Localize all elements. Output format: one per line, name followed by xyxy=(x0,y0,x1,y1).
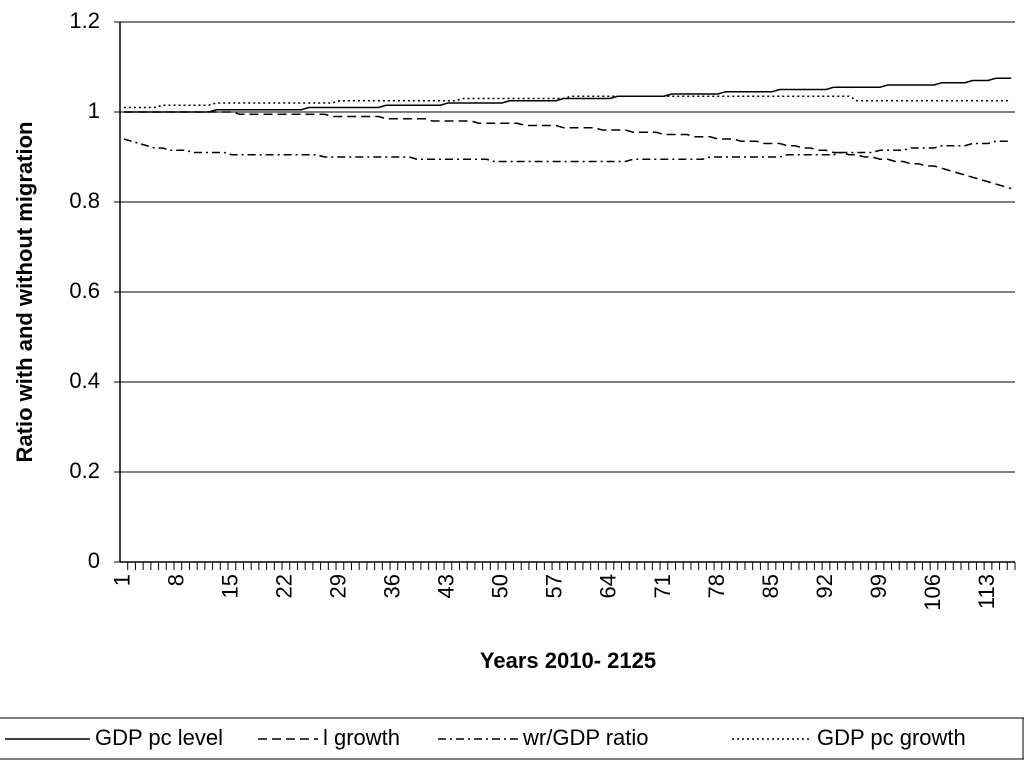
legend-label: l growth xyxy=(323,725,400,750)
x-tick-label: 113 xyxy=(974,574,999,609)
y-tick-label: 0.6 xyxy=(69,278,100,303)
x-tick-label: 85 xyxy=(758,574,783,598)
x-tick-label: 106 xyxy=(920,574,945,611)
x-tick-label: 22 xyxy=(272,574,297,598)
series-line xyxy=(123,111,1012,190)
x-axis-title: Years 2010- 2125 xyxy=(480,648,656,673)
x-tick-label: 57 xyxy=(542,574,567,598)
y-tick-label: 1 xyxy=(88,98,100,123)
series-line xyxy=(123,77,1012,113)
y-tick-label: 0.4 xyxy=(69,368,100,393)
y-tick-label: 0.8 xyxy=(69,188,100,213)
y-tick-label: 0 xyxy=(88,548,100,573)
x-tick-label: 36 xyxy=(380,574,405,598)
x-tick-label: 78 xyxy=(704,574,729,598)
y-tick-label: 1.2 xyxy=(69,8,100,33)
x-tick-label: 64 xyxy=(596,574,621,598)
x-tick-label: 1 xyxy=(110,574,135,586)
y-axis-title: Ratio with and without migration xyxy=(12,122,37,463)
legend-label: GDP pc level xyxy=(95,725,223,750)
y-tick-label: 0.2 xyxy=(69,458,100,483)
x-tick-label: 15 xyxy=(218,574,243,598)
series-line xyxy=(123,138,1012,163)
x-tick-label: 92 xyxy=(812,574,837,598)
x-tick-label: 99 xyxy=(866,574,891,598)
series-line xyxy=(123,95,1012,109)
x-tick-label: 71 xyxy=(650,574,675,598)
x-tick-label: 43 xyxy=(434,574,459,598)
x-tick-label: 8 xyxy=(164,574,189,586)
x-tick-label: 50 xyxy=(488,574,513,598)
x-tick-label: 29 xyxy=(326,574,351,598)
legend-label: GDP pc growth xyxy=(817,725,966,750)
legend-label: wr/GDP ratio xyxy=(522,725,649,750)
